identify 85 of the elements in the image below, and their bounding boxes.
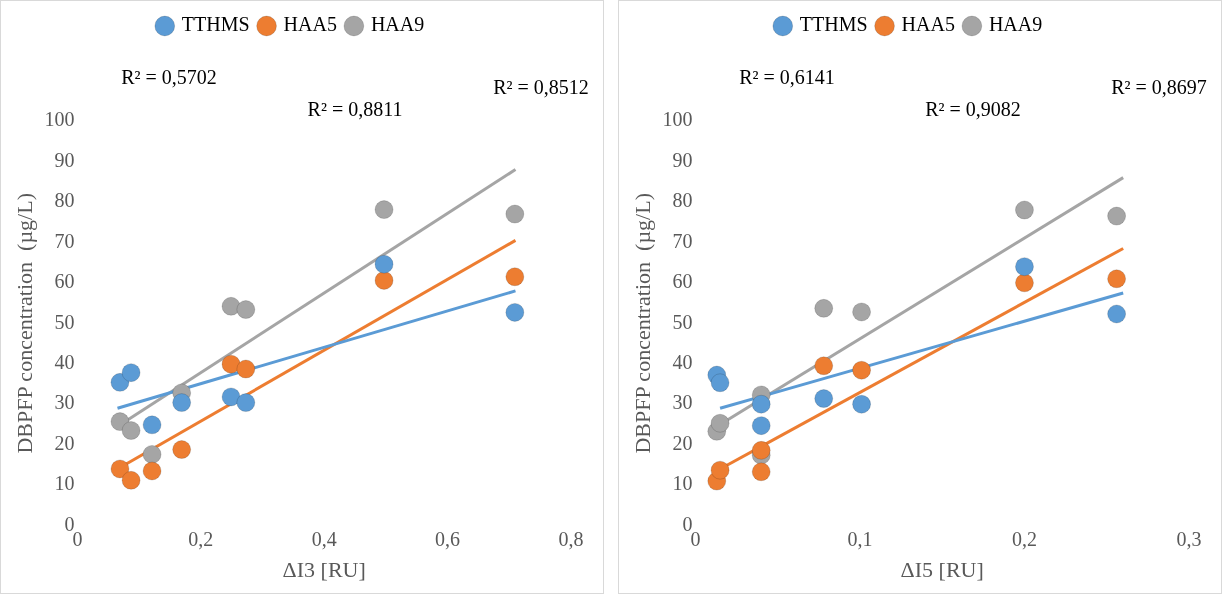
point [221,387,241,407]
y-tick-label: 80 [54,189,75,212]
y-tick-label: 30 [672,391,693,414]
point [221,296,241,316]
y-tick-label: 60 [672,270,693,293]
x-tick-label: 0,2 [1011,527,1037,550]
y-tick-label: 70 [672,229,693,252]
point [374,270,394,290]
y-tick-label: 20 [54,431,75,454]
y-axis-title: DBPFP concentration (µg/L) [11,193,37,454]
legend-label: HAA5 [901,13,955,36]
y-tick-label: 70 [54,229,75,252]
y-tick-label: 0 [64,512,75,535]
point [221,354,241,374]
point [121,421,141,441]
y-tick-label: 40 [54,351,75,374]
point [121,470,141,490]
y-tick-label: 50 [672,310,693,333]
y-tick-label: 40 [672,351,693,374]
legend-label: HAA9 [988,13,1043,36]
point [374,200,394,220]
point [751,440,771,460]
x-tick-label: 0,4 [311,527,337,550]
point [505,204,525,224]
point [814,389,834,409]
point [142,461,162,481]
point [751,394,771,414]
y-tick-label: 0 [682,512,693,535]
point [110,459,130,479]
point [505,302,525,322]
text: R² = 0,8697 [1111,76,1207,99]
y-tick-label: 60 [54,270,75,293]
point [236,393,256,413]
x-axis-title: ΔI5 [RU] [900,556,984,582]
point [852,302,872,322]
x-tick-label: 0,3 [1176,527,1202,550]
point [814,298,834,318]
x-tick-label: 0,2 [188,527,214,550]
y-tick-label: 10 [54,472,75,495]
point [1014,200,1034,220]
y-tick-label: 90 [672,148,693,171]
y-tick-label: 100 [662,108,693,131]
x-axis-title: ΔI3 [RU] [282,556,366,582]
point [1107,206,1127,226]
y-axis-title: DBPFP concentration (µg/L) [629,193,655,454]
point [121,363,141,383]
text: R² = 0,8512 [493,76,589,99]
point [374,254,394,274]
legend-label: HAA9 [370,13,425,36]
point [172,440,192,460]
point [1014,257,1034,277]
point [710,373,730,393]
point [236,359,256,379]
point [710,460,730,480]
point [1014,273,1034,293]
x-tick-label: 0,1 [847,527,873,550]
x-tick-label: 0,6 [435,527,461,550]
point [172,393,192,413]
text: R² = 0,5702 [121,66,217,89]
point [1107,304,1127,324]
annotation: R² = 0,8811 [307,98,403,121]
point [814,356,834,376]
x-tick-label: 0,8 [558,527,584,550]
text: R² = 0,6141 [739,66,835,89]
legend-label: TTHMS [181,13,250,36]
y-tick-label: 90 [54,148,75,171]
y-tick-label: 80 [672,189,693,212]
y-tick-label: 10 [672,472,693,495]
y-tick-label: 50 [54,310,75,333]
point [142,444,162,464]
legend-label: HAA5 [283,13,337,36]
point [751,416,771,436]
point [142,415,162,435]
y-tick-label: 30 [54,391,75,414]
point [236,300,256,320]
legend-label: TTHMS [799,13,868,36]
point [852,394,872,414]
y-tick-label: 100 [44,108,75,131]
point [710,413,730,433]
point [1107,269,1127,289]
point [852,360,872,380]
annotation: R² = 0,9082 [925,98,1021,121]
point [505,267,525,287]
point [751,462,771,482]
y-tick-label: 20 [672,431,693,454]
